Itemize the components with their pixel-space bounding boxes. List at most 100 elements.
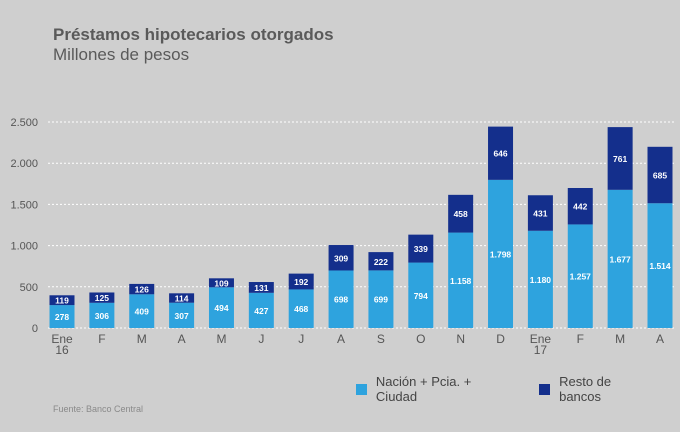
data-label-series-2: 646 [493, 149, 507, 159]
bar-series-1 [368, 270, 394, 328]
data-label-series-2: 131 [254, 283, 268, 293]
data-label-series-1: 494 [214, 303, 228, 313]
data-label-series-1: 699 [374, 295, 388, 305]
bar-series-1 [129, 294, 155, 328]
bar-series-1 [408, 262, 434, 328]
x-tick-label: S [377, 332, 385, 346]
data-label-series-1: 278 [55, 312, 69, 322]
data-label-series-2: 761 [613, 154, 627, 164]
bar-series-2 [288, 273, 314, 290]
x-tick-label: F [98, 332, 105, 346]
bar-series-2 [448, 194, 474, 233]
data-label-series-1: 794 [414, 291, 428, 301]
x-tick-label: 17 [534, 343, 548, 357]
bar-series-1 [208, 287, 234, 328]
legend-item-series-2: Resto de bancos [539, 374, 656, 404]
bar-series-2 [368, 252, 394, 271]
x-tick-label: O [416, 332, 425, 346]
bar-series-1 [89, 302, 115, 328]
bar-series-2 [607, 127, 633, 190]
x-tick-label: A [337, 332, 345, 346]
data-label-series-2: 192 [294, 277, 308, 287]
data-label-series-2: 431 [533, 209, 547, 219]
x-tick-label: N [456, 332, 465, 346]
data-label-series-1: 1.798 [490, 249, 512, 259]
x-tick-label: A [656, 332, 664, 346]
y-tick-label: 2.000 [10, 158, 38, 170]
bar-series-2 [567, 188, 593, 225]
x-tick-label: M [137, 332, 147, 346]
bar-series-2 [248, 282, 274, 293]
bar-series-2 [488, 126, 514, 180]
data-label-series-1: 409 [135, 307, 149, 317]
bar-series-2 [208, 278, 234, 288]
data-label-series-2: 222 [374, 257, 388, 267]
data-label-series-1: 468 [294, 304, 308, 314]
data-label-series-2: 109 [214, 278, 228, 288]
bar-series-1 [248, 292, 274, 328]
data-label-series-1: 1.677 [609, 254, 631, 264]
legend-label-series-2: Resto de bancos [559, 374, 612, 404]
data-label-series-2: 442 [573, 202, 587, 212]
legend-swatch-series-2 [539, 383, 551, 395]
x-tick-label: M [615, 332, 625, 346]
data-label-series-1: 698 [334, 295, 348, 305]
bar-series-1 [527, 230, 553, 328]
bar-series-1 [448, 232, 474, 328]
data-label-series-2: 339 [414, 244, 428, 254]
bar-series-2 [527, 195, 553, 231]
legend: Nación + Pcia. + Ciudad Resto de bancos [356, 374, 680, 404]
x-tick-label: F [577, 332, 584, 346]
x-tick-label: Ene [530, 332, 552, 346]
chart-subtitle: Millones de pesos [53, 45, 190, 64]
legend-swatch-series-1 [356, 383, 367, 395]
bar-series-1 [647, 203, 673, 328]
data-label-series-1: 306 [95, 311, 109, 321]
data-label-series-1: 307 [175, 311, 189, 321]
bar-series-2 [169, 293, 195, 303]
data-label-series-1: 1.257 [570, 272, 592, 282]
bar-series-2 [647, 146, 673, 204]
y-tick-label: 1.500 [10, 199, 38, 211]
bar-series-2 [89, 292, 115, 303]
data-label-series-2: 685 [653, 171, 667, 181]
data-label-series-2: 119 [55, 296, 69, 306]
x-tick-label: J [258, 332, 264, 346]
x-tick-label: 16 [55, 343, 69, 357]
bar-series-1 [488, 179, 514, 328]
bar-series-2 [129, 283, 155, 295]
x-tick-label: M [216, 332, 226, 346]
bar-series-1 [169, 302, 195, 328]
data-label-series-2: 309 [334, 253, 348, 263]
x-tick-label: A [178, 332, 186, 346]
legend-label-series-1: Nación + Pcia. + Ciudad [375, 374, 472, 404]
y-tick-label: 2.500 [10, 117, 38, 129]
x-tick-label: D [496, 332, 505, 346]
data-label-series-1: 1.158 [450, 276, 472, 286]
data-label-series-1: 1.180 [530, 275, 552, 285]
bar-series-2 [408, 234, 434, 263]
y-tick-label: 500 [20, 282, 38, 294]
y-tick-label: 0 [32, 323, 38, 335]
data-label-series-1: 427 [254, 306, 268, 316]
bar-series-2 [328, 245, 354, 271]
chart-title: Préstamos hipotecarios otorgados [53, 25, 334, 44]
data-label-series-2: 114 [175, 294, 189, 304]
data-label-series-2: 126 [135, 285, 149, 295]
bar-series-1 [567, 224, 593, 328]
data-label-series-2: 125 [95, 293, 109, 303]
bar-series-1 [607, 189, 633, 328]
legend-item-series-1: Nación + Pcia. + Ciudad [356, 374, 515, 404]
data-label-series-2: 458 [454, 209, 468, 219]
bar-series-2 [49, 295, 75, 306]
x-tick-label: J [298, 332, 304, 346]
source-note: Fuente: Banco Central [53, 404, 144, 414]
bar-series-1 [328, 270, 354, 328]
y-tick-label: 1.000 [10, 241, 38, 253]
bar-series-1 [288, 289, 314, 328]
bar-series-1 [49, 305, 75, 328]
x-tick-label: Ene [51, 332, 73, 346]
data-label-series-1: 1.514 [649, 261, 671, 271]
